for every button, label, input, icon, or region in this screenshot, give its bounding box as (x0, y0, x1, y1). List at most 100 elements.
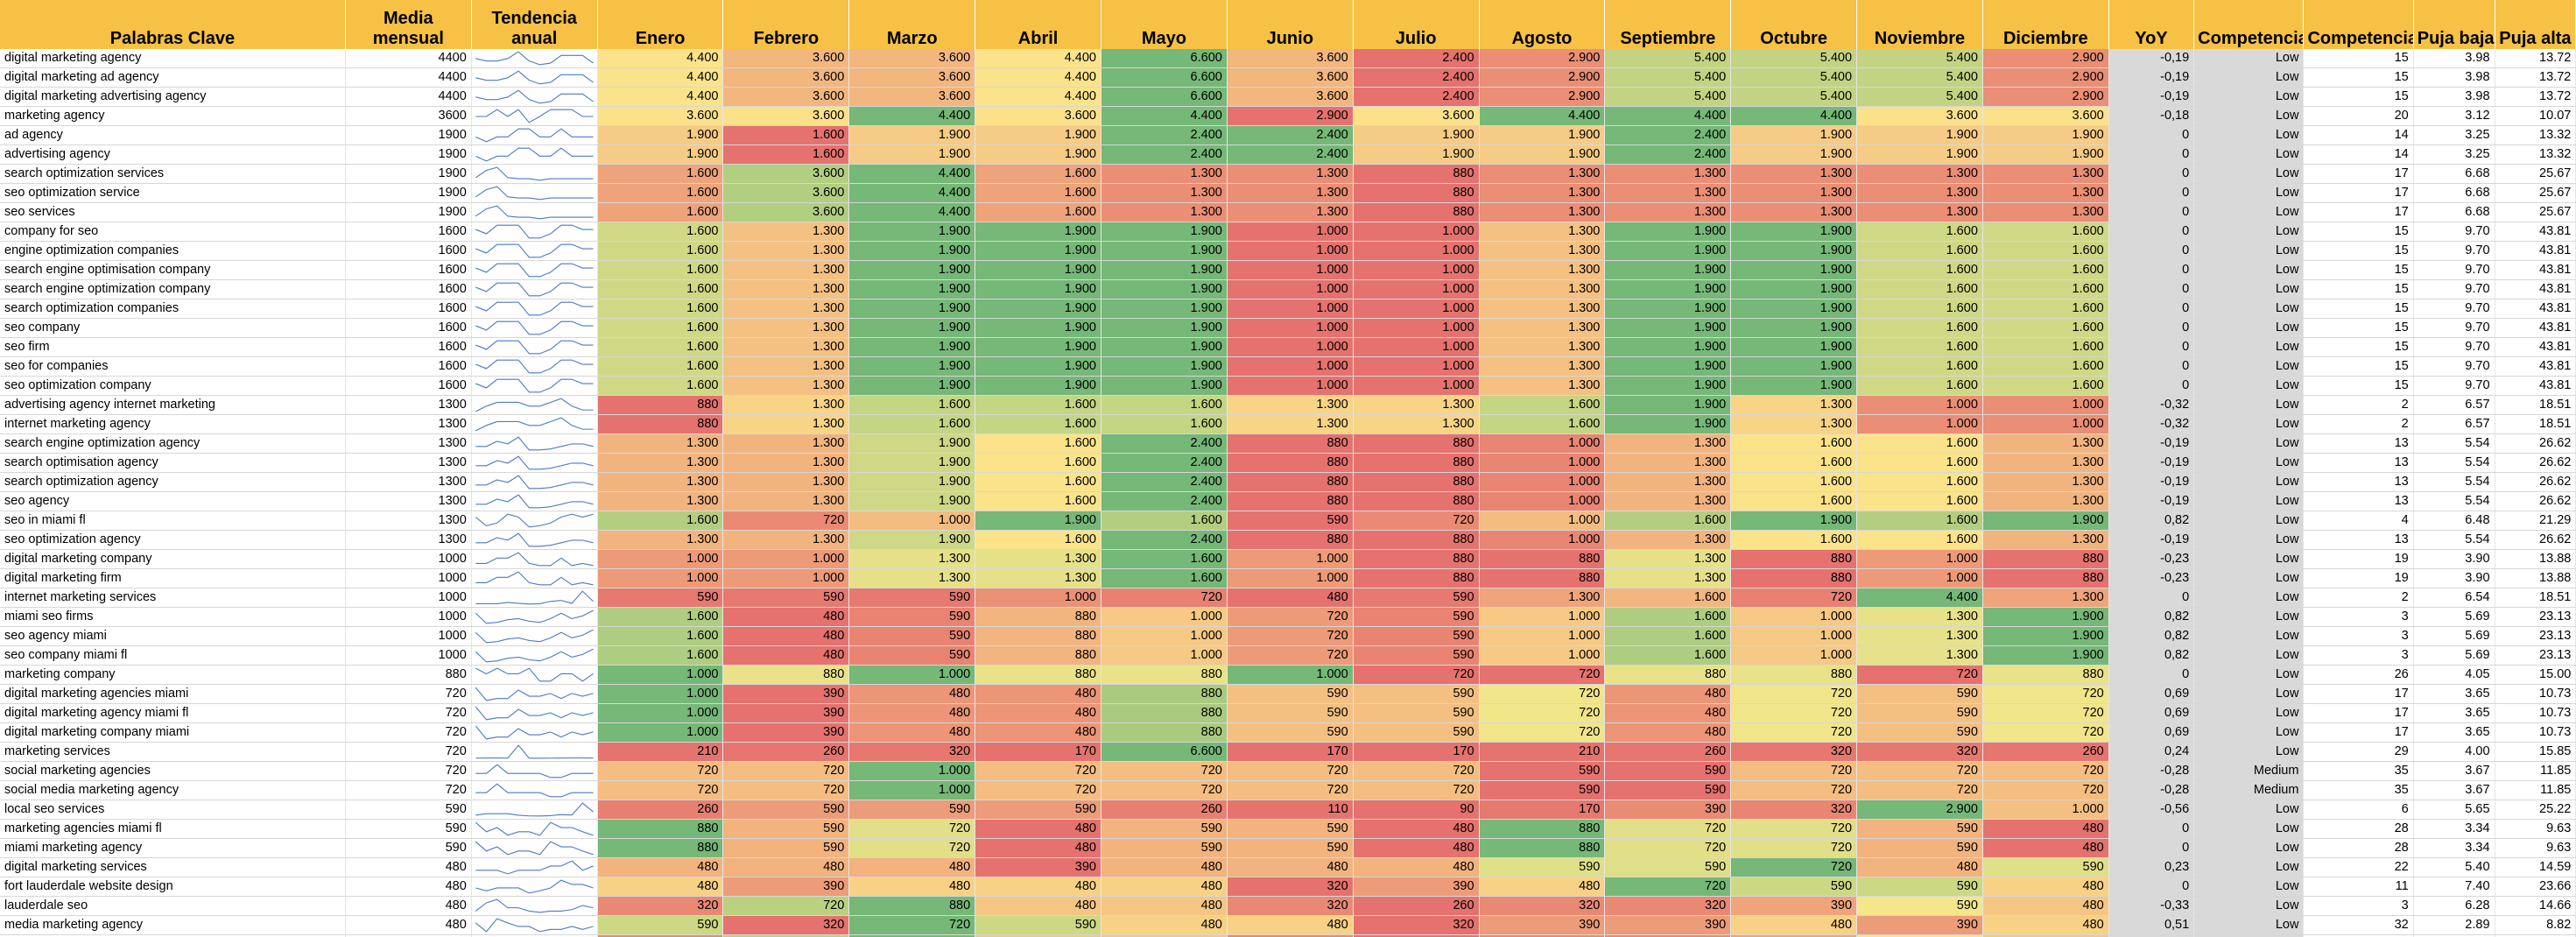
month-value-cell[interactable]: 1.900 (1982, 144, 2109, 165)
col-header-month[interactable]: Febrero (722, 0, 850, 49)
sparkline-cell[interactable] (471, 722, 598, 743)
month-value-cell[interactable]: 590 (1353, 645, 1480, 666)
month-value-cell[interactable]: 1.300 (1982, 183, 2109, 203)
competition-cell[interactable]: Low (2193, 665, 2305, 685)
yoy-cell[interactable]: -0,23 (2108, 568, 2195, 588)
month-value-cell[interactable]: 590 (1353, 588, 1480, 608)
bid-high-cell[interactable]: 13.72 (2495, 87, 2576, 107)
month-value-cell[interactable]: 1.300 (1982, 472, 2109, 492)
sparkline-cell[interactable] (471, 568, 598, 588)
monthly-average-cell[interactable]: 480 (345, 915, 472, 935)
month-value-cell[interactable]: 1.000 (1227, 222, 1354, 242)
competition-index-cell[interactable]: 4 (2303, 511, 2414, 531)
sparkline-cell[interactable] (471, 299, 598, 319)
bid-high-cell[interactable]: 26.62 (2495, 491, 2576, 511)
month-value-cell[interactable]: 1.300 (722, 279, 850, 299)
monthly-average-cell[interactable]: 1900 (345, 144, 472, 165)
month-value-cell[interactable]: 260 (597, 800, 724, 820)
month-value-cell[interactable]: 390 (1479, 915, 1606, 935)
month-value-cell[interactable]: 1.000 (1479, 645, 1606, 666)
month-value-cell[interactable]: 720 (1730, 819, 1858, 839)
keyword-cell[interactable]: search optimization agency (0, 472, 346, 492)
month-value-cell[interactable]: 1.900 (1730, 511, 1858, 531)
month-value-cell[interactable]: 1.300 (1101, 183, 1228, 203)
month-value-cell[interactable]: 480 (1353, 819, 1480, 839)
bid-high-cell[interactable]: 43.81 (2495, 241, 2576, 261)
yoy-cell[interactable]: 0 (2108, 376, 2195, 396)
month-value-cell[interactable]: 1.900 (848, 241, 976, 261)
month-value-cell[interactable]: 880 (597, 838, 724, 858)
yoy-cell[interactable]: -0,18 (2108, 106, 2195, 126)
competition-index-cell[interactable]: 15 (2303, 279, 2414, 299)
sparkline-cell[interactable] (471, 164, 598, 184)
sparkline-cell[interactable] (471, 915, 598, 935)
keyword-cell[interactable]: miami marketing agency (0, 838, 346, 858)
bid-low-cell[interactable]: 3.65 (2413, 722, 2495, 743)
month-value-cell[interactable]: 480 (597, 857, 724, 877)
monthly-average-cell[interactable]: 1300 (345, 433, 472, 454)
bid-high-cell[interactable]: 14.66 (2495, 934, 2576, 937)
month-value-cell[interactable]: 480 (975, 896, 1101, 916)
competition-cell[interactable]: Low (2193, 222, 2305, 242)
month-value-cell[interactable]: 1.900 (1856, 144, 1983, 165)
month-value-cell[interactable]: 1.600 (597, 376, 724, 396)
sparkline-cell[interactable] (471, 934, 598, 937)
yoy-cell[interactable]: 0 (2108, 356, 2195, 377)
month-value-cell[interactable]: 1.600 (1101, 549, 1228, 569)
month-value-cell[interactable]: 720 (597, 780, 724, 800)
month-value-cell[interactable]: 880 (975, 645, 1101, 666)
month-value-cell[interactable]: 590 (1856, 838, 1983, 858)
competition-cell[interactable]: Low (2193, 645, 2305, 666)
monthly-average-cell[interactable]: 1300 (345, 530, 472, 550)
col-header-month[interactable]: Junio (1227, 0, 1354, 49)
month-value-cell[interactable]: 3.600 (722, 67, 850, 88)
bid-high-cell[interactable]: 10.73 (2495, 684, 2576, 704)
competition-cell[interactable]: Low (2193, 144, 2305, 165)
month-value-cell[interactable]: 1.300 (722, 337, 850, 357)
month-value-cell[interactable]: 1.900 (848, 260, 976, 280)
month-value-cell[interactable]: 480 (1982, 838, 2109, 858)
month-value-cell[interactable]: 4.400 (1101, 106, 1228, 126)
sparkline-cell[interactable] (471, 49, 598, 68)
month-value-cell[interactable]: 1.300 (597, 472, 724, 492)
sparkline-cell[interactable] (471, 318, 598, 338)
monthly-average-cell[interactable]: 1300 (345, 511, 472, 531)
month-value-cell[interactable]: 2.400 (1101, 433, 1228, 454)
monthly-average-cell[interactable]: 4400 (345, 49, 472, 68)
month-value-cell[interactable]: 1.900 (975, 125, 1101, 145)
keyword-cell[interactable]: lauderdale seo (0, 896, 346, 916)
bid-low-cell[interactable]: 3.98 (2413, 49, 2495, 68)
month-value-cell[interactable]: 1.600 (1856, 530, 1983, 550)
month-value-cell[interactable]: 3.600 (722, 87, 850, 107)
month-value-cell[interactable]: 390 (722, 703, 850, 723)
month-value-cell[interactable]: 1.900 (1101, 299, 1228, 319)
month-value-cell[interactable]: 1.900 (1730, 356, 1858, 377)
competition-index-cell[interactable]: 17 (2303, 183, 2414, 203)
month-value-cell[interactable]: 4.400 (848, 202, 976, 222)
monthly-average-cell[interactable]: 1600 (345, 337, 472, 357)
month-value-cell[interactable]: 2.900 (1856, 800, 1983, 820)
month-value-cell[interactable]: 1.900 (1730, 222, 1858, 242)
competition-cell[interactable]: Low (2193, 49, 2305, 68)
month-value-cell[interactable]: 1.600 (1856, 337, 1983, 357)
month-value-cell[interactable]: 480 (848, 722, 976, 743)
month-value-cell[interactable]: 720 (1227, 607, 1354, 627)
competition-cell[interactable]: Low (2193, 722, 2305, 743)
month-value-cell[interactable]: 720 (848, 915, 976, 935)
competition-cell[interactable]: Low (2193, 125, 2305, 145)
month-value-cell[interactable]: 880 (1101, 684, 1228, 704)
sparkline-cell[interactable] (471, 838, 598, 858)
month-value-cell[interactable]: 1.900 (1856, 125, 1983, 145)
competition-index-cell[interactable]: 13 (2303, 530, 2414, 550)
month-value-cell[interactable]: 1.600 (597, 318, 724, 338)
month-value-cell[interactable]: 480 (848, 703, 976, 723)
bid-low-cell[interactable]: 3.98 (2413, 67, 2495, 88)
sparkline-cell[interactable] (471, 453, 598, 473)
month-value-cell[interactable]: 1.300 (1479, 222, 1606, 242)
month-value-cell[interactable]: 3.600 (722, 164, 850, 184)
month-value-cell[interactable]: 1.600 (1982, 222, 2109, 242)
month-value-cell[interactable]: 1.000 (1982, 800, 2109, 820)
competition-index-cell[interactable]: 28 (2303, 819, 2414, 839)
month-value-cell[interactable]: 1.000 (1101, 607, 1228, 627)
month-value-cell[interactable]: 590 (722, 838, 850, 858)
